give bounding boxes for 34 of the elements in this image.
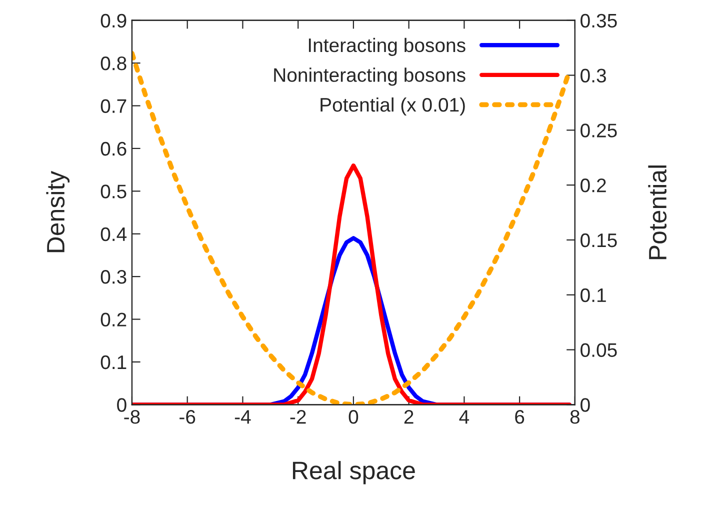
y-tick-label: 0.1	[100, 355, 126, 370]
y2-tick-label: 0.35	[580, 14, 617, 28]
y2-axis-title: Potential	[648, 166, 667, 260]
y-tick-label: 0.3	[100, 270, 126, 284]
x-tick-label: -4	[234, 410, 251, 424]
legend-label: Noninteracting bosons	[274, 68, 466, 86]
y2-tick-label: 0.3	[580, 68, 606, 82]
x-tick-label: -8	[124, 410, 140, 424]
y2-tick-label: 0.1	[580, 288, 606, 302]
x-tick-label: 6	[515, 410, 524, 424]
y-tick-label: 0.9	[100, 14, 126, 28]
x-tick-label: 0	[348, 410, 358, 424]
legend-label: Potential (x 0.01)	[320, 97, 465, 116]
y-tick-label: 0.7	[100, 99, 126, 113]
x-tick-label: -2	[290, 410, 306, 424]
x-tick-label: 8	[570, 410, 580, 424]
y2-tick-label: 0	[580, 398, 590, 412]
y-tick-label: 0.6	[100, 142, 126, 156]
y-tick-label: 0	[117, 398, 126, 412]
legend-label: Interacting bosons	[308, 38, 466, 56]
x-tick-label: 2	[404, 410, 414, 424]
y2-tick-label: 0.05	[580, 343, 617, 357]
x-axis-title: Real space	[292, 460, 415, 484]
y-tick-label: 0.8	[100, 56, 126, 70]
line-series	[132, 163, 572, 405]
y2-tick-label: 0.2	[580, 178, 606, 192]
y-tick-label: 0.2	[100, 312, 126, 326]
y2-tick-label: 0.15	[580, 233, 617, 248]
y2-tick-label: 0.25	[580, 124, 617, 138]
y-tick-label: 0.5	[100, 184, 126, 198]
y-tick-label: 0.4	[100, 227, 127, 242]
x-tick-label: -6	[180, 410, 196, 424]
y-axis-title: Density	[46, 170, 70, 252]
x-tick-label: 4	[459, 410, 470, 424]
